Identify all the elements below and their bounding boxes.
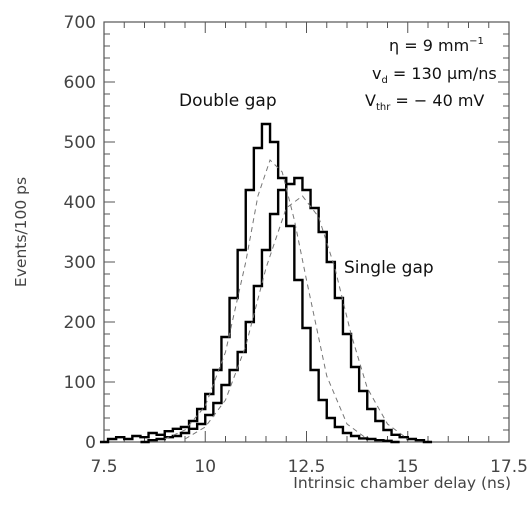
annotation-block: η = 9 mm−1 vd = 130 μm/ns Vthr = − 40 mV [365, 36, 497, 113]
y-tick-label: 600 [64, 73, 96, 93]
y-tick-label: 300 [64, 253, 96, 273]
y-tick-label: 100 [64, 373, 96, 393]
histogram-series-0 [99, 122, 400, 444]
y-tick-label: 500 [64, 133, 96, 153]
series-layer [99, 122, 433, 444]
y-tick-label: 400 [64, 193, 96, 213]
x-tick-label: 15 [397, 457, 419, 477]
axis-ticks [103, 21, 510, 443]
series-label-double-gap: Double gap [179, 91, 277, 111]
plot-area-border [103, 21, 510, 443]
histogram-series-1 [140, 176, 433, 444]
x-tick-label: 17.5 [490, 457, 528, 477]
x-axis-title: Intrinsic chamber delay (ns) [293, 474, 511, 492]
y-tick-label: 0 [85, 433, 96, 453]
series-label-single-gap: Single gap [344, 258, 434, 278]
y-tick-label: 200 [64, 313, 96, 333]
annotation-threshold-voltage: Vthr = − 40 mV [365, 91, 484, 113]
annotation-eta: η = 9 mm−1 [389, 36, 484, 55]
y-tick-label: 700 [64, 13, 96, 33]
annotation-drift-velocity: vd = 130 μm/ns [372, 64, 497, 86]
fit-curve-3 [184, 195, 409, 440]
fit-curve-2 [164, 159, 368, 440]
x-tick-label: 10 [194, 457, 216, 477]
tick-labels: 0 100 200 300 400 500 600 700 7.5 10 12.5 15 17.5 [64, 13, 528, 477]
plot-frame [103, 21, 510, 443]
x-tick-label: 12.5 [288, 457, 326, 477]
x-tick-label: 7.5 [90, 457, 117, 477]
y-axis-title: Events/100 ps [12, 177, 30, 287]
